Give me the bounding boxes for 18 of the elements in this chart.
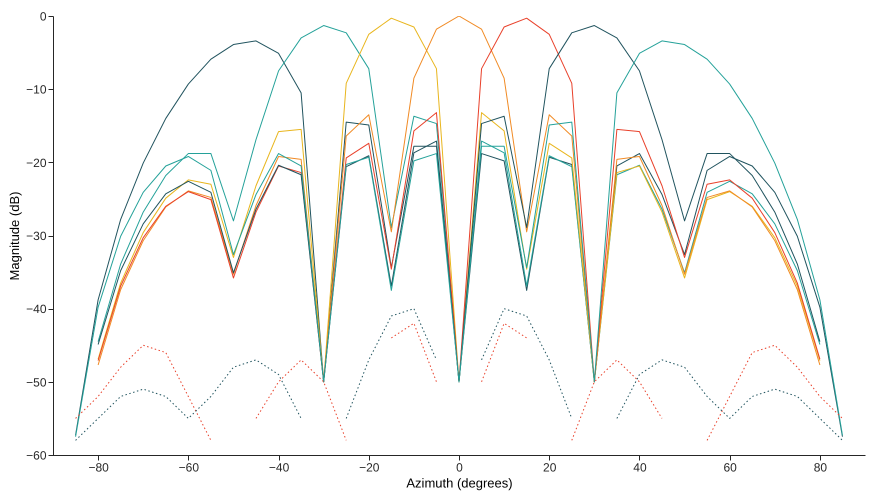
x-tick-label: 80 <box>814 460 828 474</box>
x-tick-label: 20 <box>543 460 557 474</box>
x-tick-label: 0 <box>456 460 464 474</box>
y-tick-label: −50 <box>26 375 47 390</box>
y-tick-label: −10 <box>26 82 47 97</box>
x-tick-label: −80 <box>88 460 110 474</box>
y-tick-label: −40 <box>26 302 47 316</box>
y-tick-label: −20 <box>26 156 47 170</box>
x-tick-label: −20 <box>359 460 380 474</box>
y-tick-label: 0 <box>40 10 47 24</box>
x-tick-label: 60 <box>723 460 738 474</box>
y-tick-label: −30 <box>26 229 47 243</box>
y-tick-label: −60 <box>26 448 47 462</box>
x-tick-label: 40 <box>633 460 647 474</box>
x-tick-label: −60 <box>178 460 200 474</box>
x-axis-title: Azimuth (degrees) <box>406 476 513 490</box>
x-tick-label: −40 <box>268 460 290 474</box>
y-axis-title: Magnitude (dB) <box>7 192 22 280</box>
